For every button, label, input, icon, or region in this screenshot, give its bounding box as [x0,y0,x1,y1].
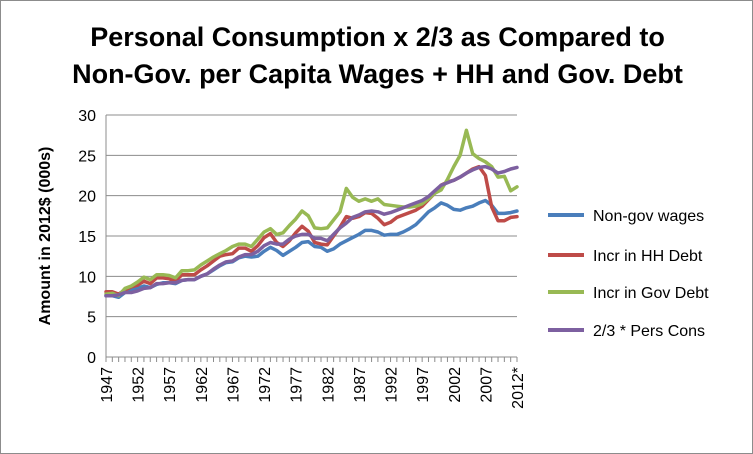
legend-label-4: 2/3 * Pers Cons [593,323,705,340]
legend: Non-gov wages Incr in HH Debt Incr in Gov … [548,208,709,340]
x-tick-label: 1967 [225,367,242,403]
x-tick-label: 1947 [99,367,116,403]
legend-label-3: Incr in Gov Debt [593,285,709,302]
y-tick-label: 10 [78,269,96,286]
y-axis-label: Amount in 2012$ (000s) [37,147,54,326]
y-tick-label: 25 [78,148,96,165]
chart-title-line-1: Personal Consumption x 2/3 as Compared t… [90,22,665,52]
y-tick-label: 5 [87,310,96,327]
y-tick-label: 0 [87,350,96,367]
x-tick-label: 2012* [510,367,527,409]
x-tick-labels: 1947 1952 1957 1962 1967 1972 1977 1982 1987 1992… [99,367,527,409]
x-tick-label: 1977 [289,367,306,403]
x-tick-label: 1957 [162,367,179,403]
x-tick-label: 1962 [194,367,211,403]
x-tick-label: 2002 [447,367,464,403]
y-tick-label: 20 [78,189,96,206]
x-tick-label: 1997 [415,367,432,403]
axes [105,115,518,362]
x-tick-label: 1987 [352,367,369,403]
x-tick-label: 2007 [478,367,495,403]
y-tick-label: 30 [78,108,96,125]
chart-title: Personal Consumption x 2/3 as Compared t… [1,19,753,93]
x-tick-label: 1992 [384,367,401,403]
gridlines [106,114,517,318]
chart-title-line-2: Non-Gov. per Capita Wages + HH and Gov. … [72,59,683,89]
x-tick-label: 1982 [320,367,337,403]
legend-label-2: Incr in HH Debt [593,248,703,265]
legend-label-1: Non-gov wages [593,208,704,225]
x-tick-label: 1972 [257,367,274,403]
series-line-4 [104,164,519,298]
x-tick-label: 1952 [131,367,148,403]
series-lines [104,128,519,300]
y-tick-labels: 0 5 10 15 20 25 30 [78,108,96,367]
y-tick-label: 15 [78,229,96,246]
series-line-3 [104,128,519,298]
